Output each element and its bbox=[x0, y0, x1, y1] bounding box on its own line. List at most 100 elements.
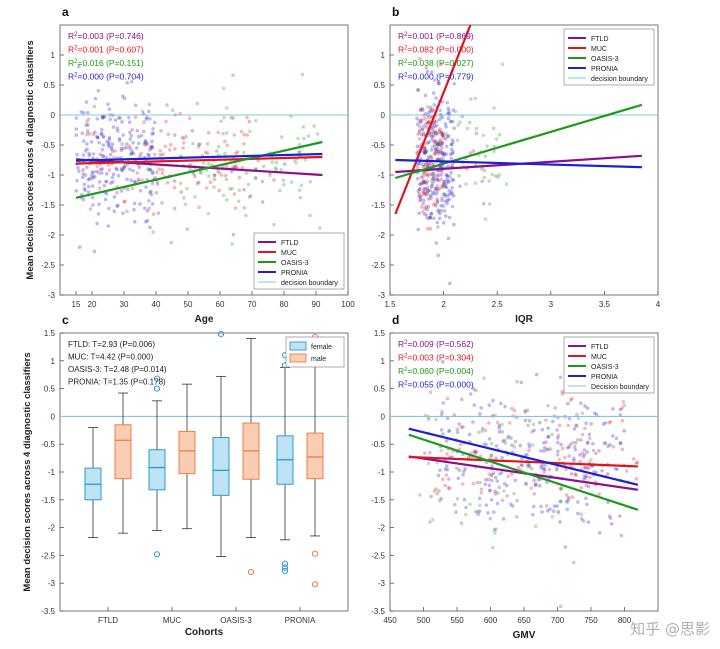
scatter-point-muc bbox=[421, 174, 426, 178]
scatter-point-pronia bbox=[119, 146, 124, 151]
scatter-point-pronia bbox=[104, 172, 109, 176]
scatter-point-pronia bbox=[508, 502, 513, 507]
scatter-point-pronia bbox=[426, 121, 430, 125]
scatter-point-muc bbox=[608, 516, 613, 520]
scatter-point-ftld bbox=[158, 153, 163, 157]
box-outlier bbox=[247, 568, 255, 576]
scatter-point-oasis-3 bbox=[580, 411, 585, 415]
scatter-point-pronia bbox=[513, 478, 518, 483]
scatter-point-pronia bbox=[497, 423, 501, 428]
scatter-point-ftld bbox=[519, 463, 524, 467]
scatter-point-muc bbox=[580, 451, 585, 456]
scatter-point-ftld bbox=[179, 190, 184, 194]
scatter-point-pronia bbox=[539, 464, 543, 468]
scatter-point-pronia bbox=[433, 138, 437, 143]
scatter-point-pronia bbox=[446, 180, 451, 184]
scatter-point-oasis-3 bbox=[458, 120, 462, 124]
scatter-point-ftld bbox=[172, 133, 177, 137]
y-tick-label: 0 bbox=[381, 111, 386, 120]
scatter-point-pronia bbox=[448, 119, 453, 124]
scatter-point-muc bbox=[603, 441, 608, 446]
scatter-point-pronia bbox=[434, 173, 439, 178]
scatter-point-muc bbox=[169, 240, 174, 245]
scatter-point-oasis-3 bbox=[241, 150, 246, 155]
scatter-point-muc bbox=[164, 119, 168, 124]
scatter-point-muc bbox=[440, 184, 445, 189]
scatter-point-pronia bbox=[434, 149, 439, 154]
scatter-point-pronia bbox=[444, 181, 449, 186]
scatter-point-muc bbox=[441, 135, 446, 140]
scatter-point-pronia bbox=[542, 466, 546, 471]
scatter-point-pronia bbox=[99, 127, 104, 132]
scatter-point-muc bbox=[240, 165, 245, 170]
scatter-point-pronia bbox=[91, 169, 95, 174]
scatter-point-pronia bbox=[462, 469, 466, 474]
scatter-point-pronia bbox=[446, 106, 450, 111]
scatter-point-muc bbox=[436, 225, 440, 229]
scatter-point-muc bbox=[422, 150, 427, 155]
scatter-point-muc bbox=[421, 209, 425, 214]
scatter-point-pronia bbox=[116, 116, 121, 120]
scatter-point-pronia bbox=[419, 175, 424, 179]
scatter-point-muc bbox=[424, 162, 428, 166]
scatter-point-pronia bbox=[132, 180, 137, 184]
scatter-point-pronia bbox=[579, 517, 584, 521]
scatter-point-pronia bbox=[486, 510, 490, 515]
scatter-point-pronia bbox=[95, 221, 99, 226]
scatter-point-oasis-3 bbox=[429, 179, 434, 183]
scatter-point-oasis-3 bbox=[225, 131, 229, 135]
legend-label: female bbox=[311, 344, 332, 351]
scatter-point-ftld bbox=[195, 181, 200, 186]
scatter-point-pronia bbox=[104, 191, 109, 196]
scatter-point-pronia bbox=[615, 467, 619, 471]
scatter-point-muc bbox=[432, 120, 437, 125]
scatter-point-ftld bbox=[229, 169, 234, 174]
scatter-point-oasis-3 bbox=[482, 376, 486, 381]
scatter-point-pronia bbox=[150, 146, 154, 150]
scatter-point-muc bbox=[185, 227, 190, 232]
scatter-point-muc bbox=[104, 179, 109, 184]
scatter-point-pronia bbox=[150, 202, 155, 206]
scatter-point-pronia bbox=[148, 145, 153, 149]
scatter-point-pronia bbox=[434, 140, 438, 145]
scatter-point-oasis-3 bbox=[444, 132, 449, 136]
scatter-point-pronia bbox=[97, 180, 102, 184]
panel-b: -3 -2.5 -2 -1.5 -1 -0.5 0 0.5 1 1.5 2 2.5 3 3.5 4 R2=0.… bbox=[371, 5, 661, 325]
scatter-point-pronia bbox=[136, 141, 141, 146]
scatter-point-pronia bbox=[79, 110, 84, 114]
box-iqr bbox=[306, 432, 324, 480]
scatter-point-pronia bbox=[489, 497, 494, 502]
data-points bbox=[390, 25, 658, 286]
scatter-point-muc bbox=[155, 170, 159, 175]
scatter-point-muc bbox=[242, 206, 247, 210]
scatter-point-muc bbox=[112, 155, 116, 160]
scatter-point-pronia bbox=[422, 187, 426, 191]
scatter-point-pronia bbox=[433, 131, 438, 136]
scatter-point-ftld bbox=[539, 466, 544, 471]
y-tick-label: 0 bbox=[381, 412, 386, 421]
scatter-point-pronia bbox=[471, 420, 475, 424]
scatter-point-pronia bbox=[457, 422, 462, 426]
scatter-point-pronia bbox=[463, 467, 467, 471]
scatter-point-pronia bbox=[533, 482, 538, 486]
scatter-point-muc bbox=[495, 420, 500, 425]
box-outlier bbox=[281, 564, 289, 571]
scatter-point-oasis-3 bbox=[559, 487, 564, 491]
scatter-point-muc bbox=[634, 461, 639, 465]
scatter-point-pronia bbox=[122, 164, 127, 168]
scatter-point-pronia bbox=[439, 143, 444, 148]
scatter-point-pronia bbox=[452, 81, 456, 86]
y-axis-label: Mean decision scores across 4 diagnostic… bbox=[22, 352, 33, 591]
scatter-point-muc bbox=[123, 199, 127, 204]
scatter-point-muc bbox=[486, 477, 491, 482]
scatter-point-muc bbox=[437, 128, 442, 133]
scatter-point-pronia bbox=[423, 150, 427, 155]
scatter-point-muc bbox=[622, 403, 627, 408]
scatter-point-pronia bbox=[450, 204, 455, 209]
y-tick-label: 1 bbox=[381, 357, 386, 366]
scatter-point-pronia bbox=[430, 138, 434, 142]
scatter-point-pronia bbox=[582, 477, 586, 481]
scatter-point-pronia bbox=[461, 425, 465, 429]
scatter-point-pronia bbox=[86, 123, 90, 127]
scatter-point-muc bbox=[95, 164, 99, 168]
